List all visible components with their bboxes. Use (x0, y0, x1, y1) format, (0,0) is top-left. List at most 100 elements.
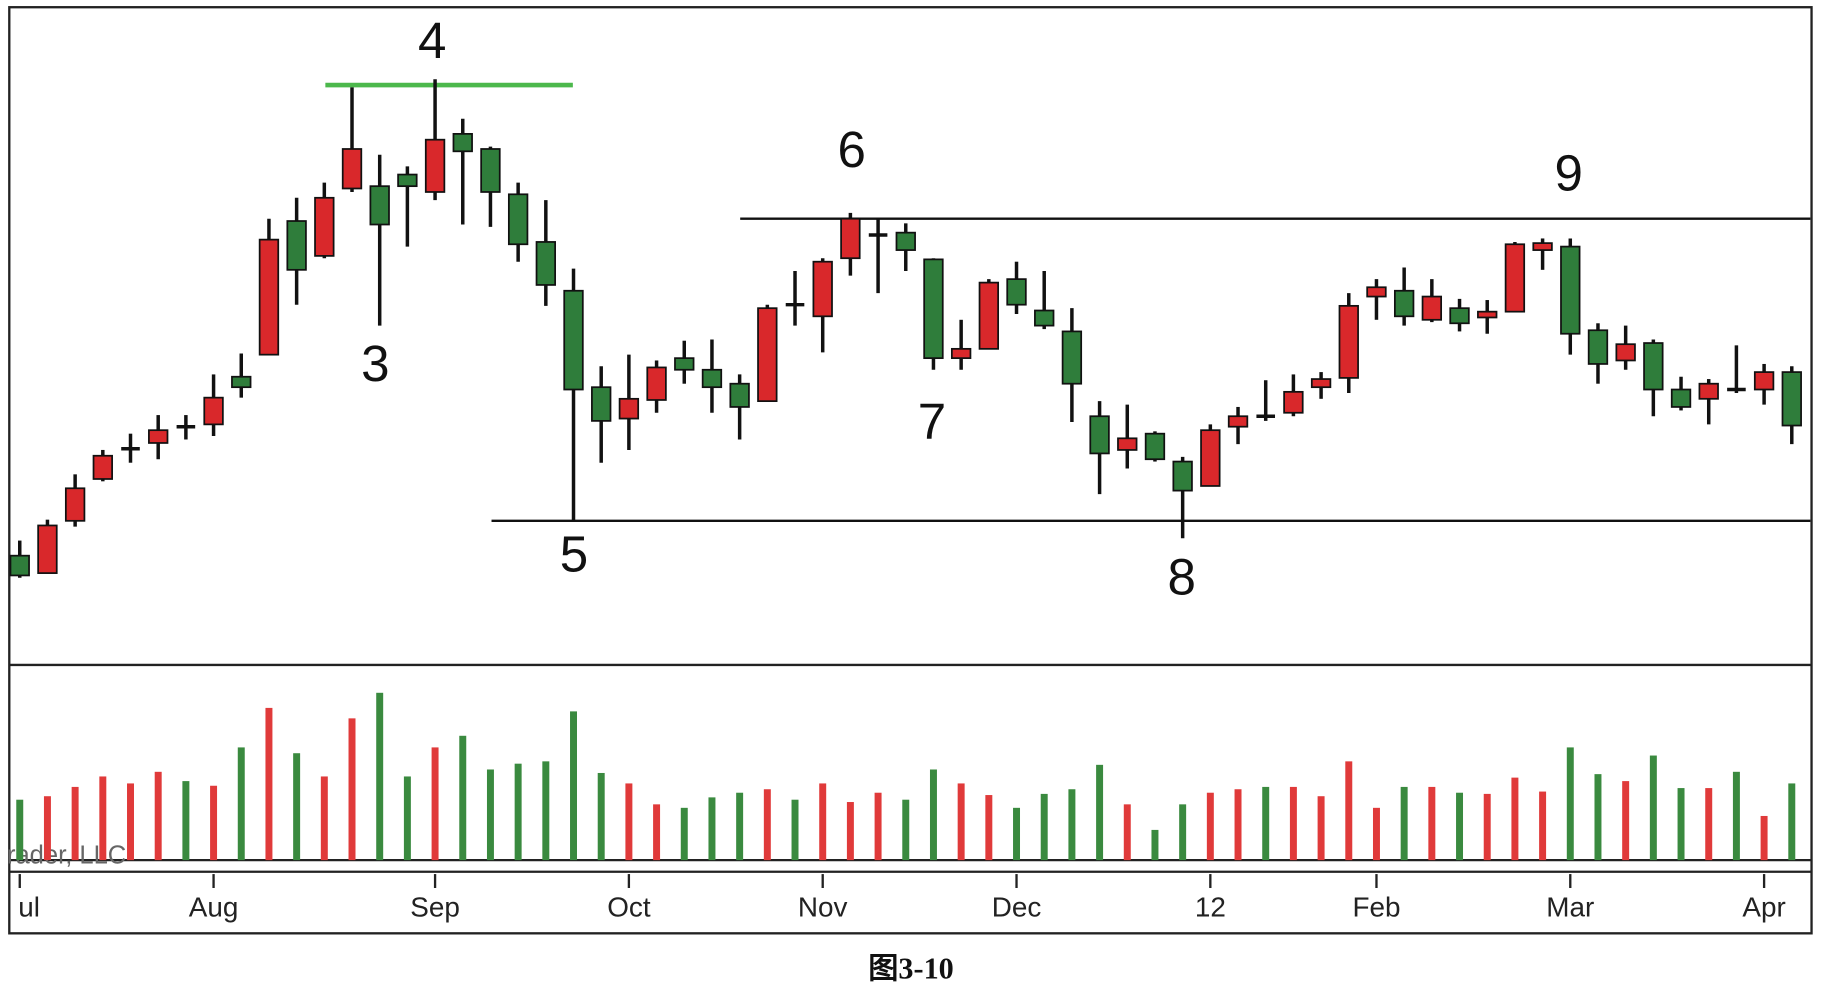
candle-body (1283, 390, 1304, 414)
volume-bar (1206, 792, 1214, 861)
volume-bar (1289, 786, 1297, 861)
x-tick-label: Aug (189, 891, 239, 922)
candle-body (729, 382, 750, 408)
volume-bar (16, 799, 24, 861)
volume-bar (1040, 793, 1048, 861)
volume-bar (570, 711, 578, 861)
volume-bar (1262, 786, 1270, 861)
volume-bar (1123, 804, 1131, 861)
candle-body (1338, 304, 1359, 379)
volume-bar (819, 783, 827, 861)
candle-body (1532, 242, 1553, 251)
candle-body (950, 347, 972, 360)
volume-bar (182, 781, 190, 861)
candle-body (1643, 342, 1664, 391)
volume-bar (929, 769, 937, 861)
candle-body (1615, 343, 1636, 362)
x-tick-label: 12 (1195, 891, 1226, 922)
volume-bar (1234, 789, 1242, 861)
volume-bar (514, 763, 522, 861)
volume-bar (846, 802, 854, 861)
candle-body (1061, 330, 1083, 385)
candle-body (1587, 329, 1609, 365)
volume-bar (1594, 774, 1602, 861)
x-tick-label: Oct (607, 891, 651, 922)
candle-body (1477, 310, 1498, 319)
figure-caption: 图3-10 (868, 952, 954, 986)
volume-bar (874, 792, 882, 861)
candle-body (1117, 437, 1138, 451)
candle-body (701, 368, 723, 389)
volume-bar (99, 776, 107, 861)
volume-bar (348, 718, 356, 861)
annotation: 7 (918, 393, 946, 450)
volume-bar (957, 783, 965, 861)
volume-bar (1151, 829, 1159, 861)
candle-body (563, 289, 584, 391)
candle-body (1781, 371, 1802, 427)
candle-body (369, 185, 390, 226)
candle-body (203, 396, 224, 426)
candle-body (37, 524, 58, 574)
candle-body (286, 220, 307, 271)
candle-body (1421, 295, 1443, 321)
annotation: 5 (560, 526, 588, 583)
volume-bar (1179, 804, 1187, 861)
candle-body (507, 193, 529, 246)
candle-body (258, 238, 280, 356)
volume-bar (486, 769, 494, 861)
annotation: 9 (1554, 144, 1582, 201)
volume-bar (1428, 786, 1436, 861)
volume-bar (127, 783, 134, 861)
candle-body (895, 231, 916, 251)
candle-body (674, 357, 695, 371)
volume-bar (1649, 755, 1657, 861)
volume-bar (1096, 764, 1104, 861)
volume-bar (403, 776, 411, 861)
volume-bar (1345, 761, 1353, 861)
volume-bar (1677, 788, 1685, 861)
annotation: 4 (418, 12, 446, 69)
candle-body (1449, 307, 1470, 325)
candle-body (452, 133, 473, 153)
volume-bar (1760, 815, 1768, 861)
candle-body (1366, 286, 1387, 298)
volume-bar (237, 747, 245, 861)
candle-body (148, 429, 169, 444)
candle-body (1310, 378, 1332, 389)
candle-body (591, 386, 612, 422)
candle-body (1227, 415, 1249, 428)
volume-bar (376, 692, 384, 861)
volume-bar (1317, 796, 1325, 861)
volume-bar (1539, 791, 1547, 861)
candle-body (812, 260, 833, 318)
watermark: rader, LLC (7, 841, 126, 869)
x-tick-label: ul (18, 891, 40, 922)
candle-body (1504, 243, 1526, 313)
volume-bar (542, 761, 550, 861)
volume-bar (1400, 786, 1408, 861)
x-tick-label: Mar (1546, 891, 1594, 922)
candle-body (1753, 371, 1775, 391)
volume-bar (791, 799, 799, 861)
volume-bar (1511, 777, 1519, 861)
volume-bar (625, 783, 633, 861)
volume-bar (459, 735, 467, 861)
volume-bar (902, 799, 910, 861)
volume-bar (431, 747, 439, 861)
candle-body (231, 375, 252, 389)
candle-body (314, 196, 335, 257)
candle-body (535, 241, 556, 286)
candle-body (1034, 309, 1055, 327)
volume-bar (1456, 792, 1464, 861)
candle-body (1560, 245, 1581, 335)
volume-bar (1705, 788, 1713, 861)
candle-body (1200, 429, 1221, 487)
candle-body (923, 258, 944, 360)
candle-body (1698, 382, 1719, 400)
candle-body (1670, 388, 1692, 408)
volume-bar (1372, 807, 1380, 861)
annotation: 3 (361, 335, 389, 392)
